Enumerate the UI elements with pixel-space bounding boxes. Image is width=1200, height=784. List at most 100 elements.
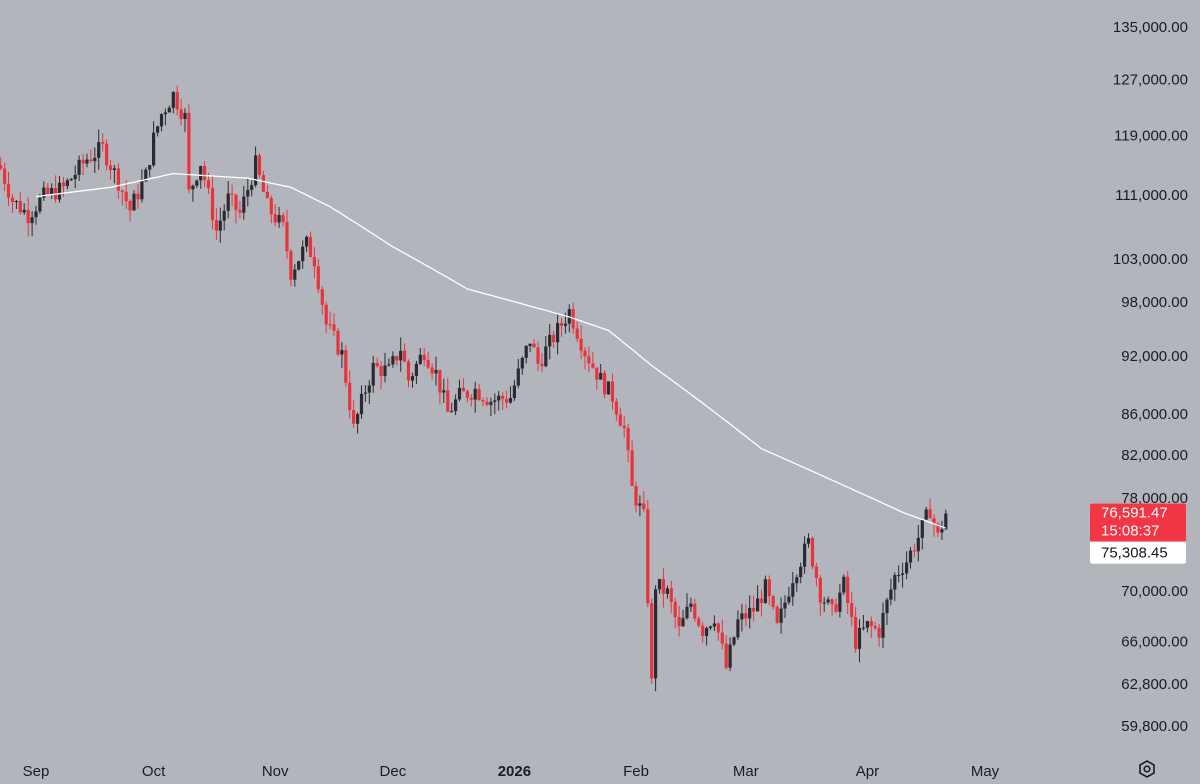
candle [383, 352, 387, 383]
candle [461, 378, 465, 392]
candle [744, 604, 748, 627]
candle [14, 200, 18, 209]
candle [587, 346, 591, 373]
price-axis[interactable]: 135,000.00 127,000.00 119,000.00 111,000.00… [1113, 19, 1188, 735]
candle [657, 579, 662, 594]
candle [305, 235, 309, 253]
candle [375, 357, 379, 368]
candle [406, 359, 411, 388]
candle [516, 359, 520, 389]
candle [363, 385, 367, 402]
candle [234, 193, 238, 224]
candle [759, 589, 764, 617]
candle [159, 113, 164, 132]
candle [132, 190, 136, 211]
candle [438, 369, 442, 405]
candle [320, 286, 324, 315]
candle [293, 264, 297, 287]
candle [885, 597, 889, 625]
candle [861, 615, 865, 631]
candle [430, 363, 434, 380]
candle [877, 623, 881, 647]
candle [924, 507, 928, 522]
plot-area[interactable] [0, 0, 1090, 757]
candle [505, 390, 509, 409]
candle [673, 597, 677, 629]
candle [791, 572, 795, 606]
current-price-label: 76,591.47 [1101, 505, 1168, 522]
candle [618, 407, 622, 427]
price-tick-label: 111,000.00 [1115, 187, 1188, 204]
time-tick-label: Sep [23, 763, 50, 780]
candle [30, 211, 34, 237]
candle [908, 547, 913, 569]
candle [642, 491, 646, 513]
candle [414, 360, 418, 385]
candle [893, 572, 897, 602]
candle [685, 593, 689, 620]
candle [395, 355, 399, 366]
candle [359, 385, 364, 419]
candle [599, 364, 603, 380]
candle [328, 311, 332, 330]
candle [465, 389, 469, 403]
candle [403, 343, 407, 363]
candle [399, 337, 403, 372]
candle [156, 125, 160, 137]
candle [826, 596, 830, 605]
candle [246, 177, 250, 207]
time-tick-label: Apr [856, 763, 879, 780]
candle [677, 605, 681, 637]
time-tick-label: Mar [733, 763, 759, 780]
candle [736, 610, 740, 640]
candle [822, 597, 826, 612]
candle [556, 313, 560, 355]
candle [199, 165, 203, 189]
candle [806, 533, 811, 548]
candle [665, 585, 669, 599]
candle [501, 392, 505, 410]
candle [26, 197, 30, 237]
candle [454, 394, 458, 416]
candle [701, 621, 705, 643]
candle [697, 616, 701, 628]
price-tick-label: 127,000.00 [1113, 71, 1188, 88]
candle [214, 207, 218, 240]
candle [626, 423, 630, 463]
candle [218, 207, 222, 243]
candle [905, 551, 909, 580]
candle [183, 108, 187, 132]
candle [57, 176, 62, 203]
candle [179, 99, 183, 126]
candle [748, 595, 752, 629]
candle [222, 204, 226, 231]
price-tick-label: 119,000.00 [1114, 127, 1188, 144]
candle [242, 185, 246, 220]
candle [73, 165, 77, 189]
candle [10, 193, 15, 213]
current-price-tag: 76,591.47 15:08:37 [1090, 503, 1186, 542]
candle [575, 321, 579, 342]
candle [787, 586, 791, 605]
candle [101, 133, 105, 152]
candle [171, 90, 175, 114]
price-tick-label: 135,000.00 [1113, 19, 1188, 36]
candle [89, 149, 93, 163]
price-tick-label: 82,000.00 [1121, 447, 1188, 464]
candle [771, 594, 775, 610]
candle [457, 379, 462, 402]
chart-settings-icon[interactable] [1137, 759, 1157, 779]
candle [332, 313, 336, 337]
candle [316, 259, 320, 294]
candle [634, 481, 638, 513]
candle [865, 620, 869, 633]
candle [191, 184, 195, 202]
candle [450, 402, 454, 413]
candle [857, 619, 862, 663]
moving-average-price-tag: 75,308.45 [1090, 541, 1186, 564]
time-axis[interactable]: Sep Oct Nov Dec 2026 Feb Mar Apr May [23, 763, 1000, 780]
candle [559, 317, 564, 337]
candle [312, 247, 316, 279]
candle [916, 525, 920, 562]
